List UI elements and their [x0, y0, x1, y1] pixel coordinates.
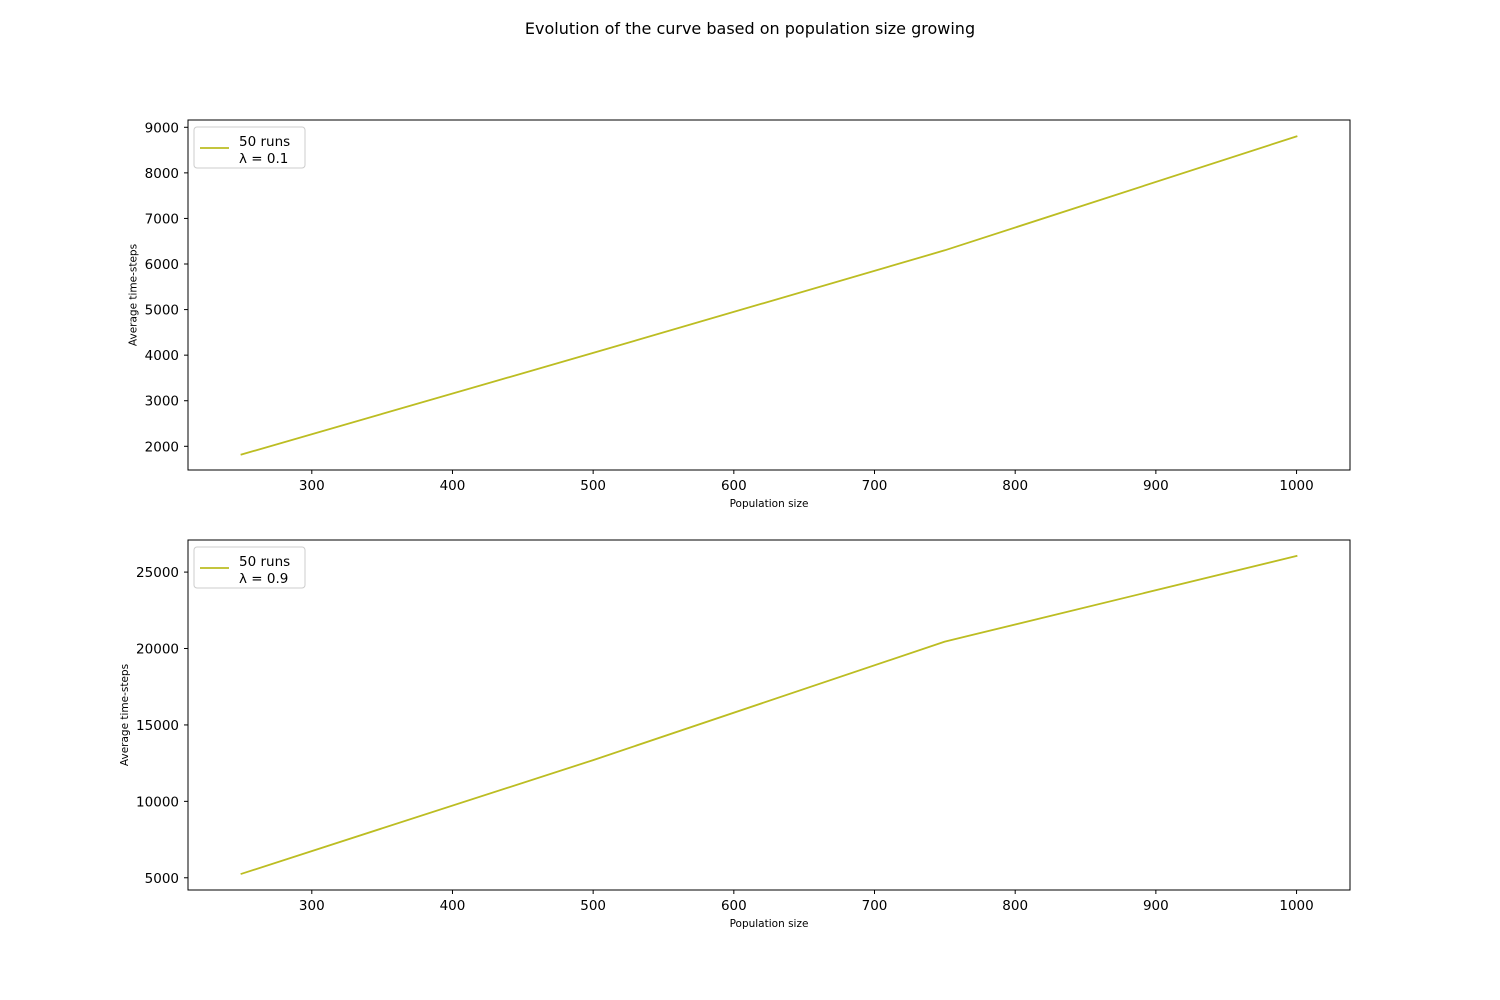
legend-box [193, 126, 306, 169]
y-tick-label: 9000 [145, 120, 179, 136]
y-axis-label: Average time-steps [128, 244, 140, 346]
y-tick-label: 3000 [145, 394, 179, 410]
x-tick-label: 700 [862, 478, 888, 494]
axes-frame [187, 119, 1351, 471]
x-tick-label: 900 [1143, 898, 1169, 914]
x-tick-label: 900 [1143, 478, 1169, 494]
series-line-1 [240, 135, 1298, 456]
x-tick-label: 1000 [1279, 478, 1313, 494]
y-tick-label: 20000 [136, 642, 179, 658]
x-tick-label: 300 [299, 898, 325, 914]
chart-panel-2: 300 400 500 600 700 800 900 1000 5000 10000 15000 2… [119, 539, 1351, 930]
y-tick-label: 25000 [136, 565, 179, 581]
y-tick-label: 10000 [136, 794, 179, 810]
y-tick-label: 5000 [145, 871, 179, 887]
y-tick-label: 8000 [145, 166, 179, 182]
x-tick-label: 800 [1002, 478, 1028, 494]
legend-label-line-2: λ = 0.9 [239, 571, 288, 587]
charts-container: 300 400 500 600 700 800 900 1000 2000 3000 4000 500… [119, 119, 1351, 930]
x-tick-label: 700 [862, 898, 888, 914]
x-tick-label: 300 [299, 478, 325, 494]
x-tick-label: 600 [721, 898, 747, 914]
x-tick-label: 400 [440, 478, 466, 494]
x-tick-label: 400 [440, 898, 466, 914]
chart-panel-1: 300 400 500 600 700 800 900 1000 2000 3000 4000 500… [128, 119, 1351, 510]
x-axis-label: Population size [730, 918, 809, 930]
x-tick-label: 600 [721, 478, 747, 494]
y-tick-label: 2000 [145, 439, 179, 455]
y-tick-label: 7000 [145, 211, 179, 227]
x-tick-label: 800 [1002, 898, 1028, 914]
figure-title: Evolution of the curve based on populati… [525, 19, 975, 38]
y-tick-label: 15000 [136, 718, 179, 734]
series-line-1 [240, 554, 1298, 875]
x-tick-label: 500 [580, 898, 606, 914]
y-tick-label: 4000 [145, 348, 179, 364]
x-axis-label: Population size [730, 498, 809, 510]
axes-frame [187, 539, 1351, 891]
y-tick-label: 5000 [145, 303, 179, 319]
legend-label-line-1: 50 runs [239, 554, 290, 570]
x-tick-label: 500 [580, 478, 606, 494]
y-tick-label: 6000 [145, 257, 179, 273]
y-axis-label: Average time-steps [119, 664, 131, 766]
legend-box [193, 546, 306, 589]
x-tick-label: 1000 [1279, 898, 1313, 914]
legend-label-line-2: λ = 0.1 [239, 151, 288, 167]
legend-label-line-1: 50 runs [239, 134, 290, 150]
